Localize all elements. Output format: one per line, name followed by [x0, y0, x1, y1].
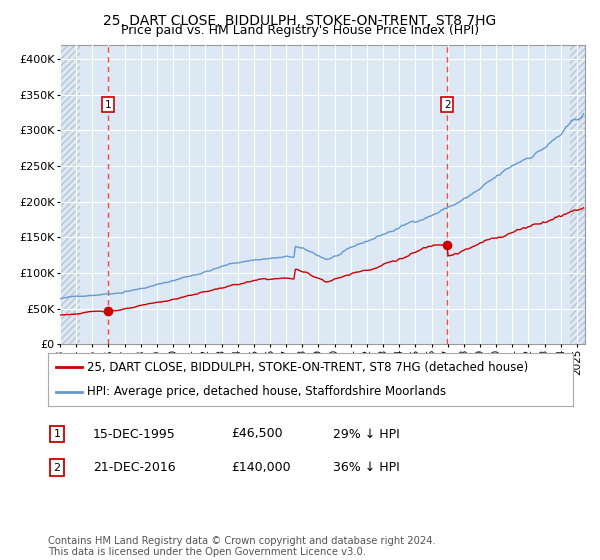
Text: HPI: Average price, detached house, Staffordshire Moorlands: HPI: Average price, detached house, Staf…	[88, 385, 446, 398]
Text: £140,000: £140,000	[231, 461, 290, 474]
Bar	[569, 45, 585, 344]
Text: 15-DEC-1995: 15-DEC-1995	[93, 427, 176, 441]
Text: Contains HM Land Registry data © Crown copyright and database right 2024.
This d: Contains HM Land Registry data © Crown c…	[48, 535, 436, 557]
Bar	[60, 45, 80, 344]
Text: 21-DEC-2016: 21-DEC-2016	[93, 461, 176, 474]
Text: 2: 2	[53, 463, 61, 473]
Text: 29% ↓ HPI: 29% ↓ HPI	[333, 427, 400, 441]
Text: 1: 1	[53, 429, 61, 439]
Text: 1: 1	[104, 100, 111, 110]
Bar	[569, 45, 585, 344]
Text: 25, DART CLOSE, BIDDULPH, STOKE-ON-TRENT, ST8 7HG: 25, DART CLOSE, BIDDULPH, STOKE-ON-TRENT…	[103, 14, 497, 28]
Text: £46,500: £46,500	[231, 427, 283, 441]
Text: 25, DART CLOSE, BIDDULPH, STOKE-ON-TRENT, ST8 7HG (detached house): 25, DART CLOSE, BIDDULPH, STOKE-ON-TRENT…	[88, 361, 529, 374]
Bar	[60, 45, 80, 344]
Text: Price paid vs. HM Land Registry's House Price Index (HPI): Price paid vs. HM Land Registry's House …	[121, 24, 479, 37]
Text: 36% ↓ HPI: 36% ↓ HPI	[333, 461, 400, 474]
Text: 2: 2	[444, 100, 451, 110]
